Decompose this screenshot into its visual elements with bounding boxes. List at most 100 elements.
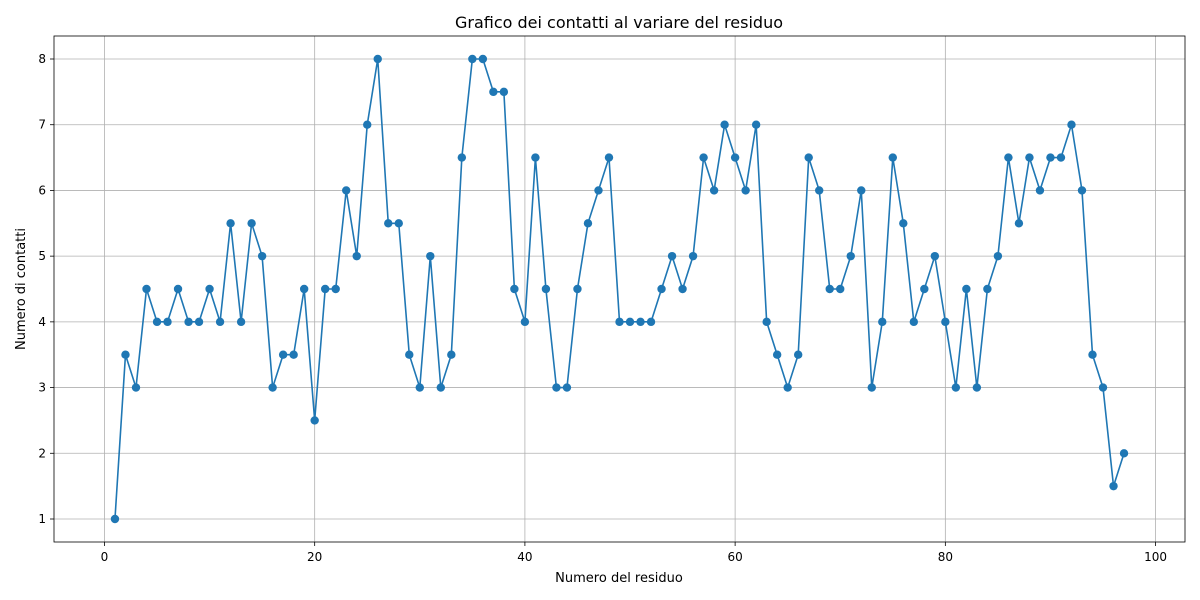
- data-point: [320, 284, 330, 294]
- data-point: [457, 153, 467, 162]
- data-point: [636, 317, 645, 327]
- data-point: [342, 186, 351, 195]
- data-point: [436, 383, 446, 392]
- data-point: [793, 350, 803, 359]
- data-point: [215, 317, 225, 327]
- data-point: [594, 186, 603, 195]
- data-point: [331, 284, 340, 294]
- data-point: [951, 383, 961, 392]
- x-tick-label: 20: [307, 550, 322, 564]
- data-point: [646, 317, 656, 327]
- chart-title: Grafico dei contatti al variare del resi…: [455, 13, 783, 32]
- y-tick-label: 1: [38, 512, 46, 526]
- data-point: [667, 251, 677, 261]
- data-point: [1014, 219, 1024, 228]
- data-point: [920, 284, 929, 294]
- data-point: [867, 383, 876, 392]
- data-point: [772, 350, 782, 359]
- data-point: [615, 317, 624, 327]
- data-point: [426, 251, 435, 261]
- data-point: [310, 416, 319, 425]
- y-tick-label: 2: [38, 446, 46, 460]
- y-tick-label: 7: [38, 118, 46, 132]
- data-point: [657, 284, 666, 294]
- data-point: [499, 87, 509, 97]
- data-point: [205, 284, 214, 294]
- data-point: [583, 219, 593, 228]
- data-point: [762, 317, 771, 327]
- y-tick-label: 6: [38, 183, 46, 197]
- data-point: [1025, 153, 1034, 162]
- data-point: [878, 317, 887, 327]
- y-tick-label: 4: [38, 315, 46, 329]
- plot-frame: [53, 35, 1186, 543]
- data-point: [352, 251, 361, 261]
- data-point: [541, 284, 551, 294]
- data-point: [1067, 120, 1076, 129]
- data-point: [1035, 186, 1045, 195]
- data-point: [1109, 481, 1118, 491]
- series-contatti: [110, 54, 1129, 524]
- data-point: [730, 153, 740, 162]
- data-point: [815, 186, 824, 195]
- data-point: [173, 284, 183, 294]
- y-tick-label: 8: [38, 52, 46, 66]
- data-point: [163, 317, 172, 327]
- data-point: [604, 153, 614, 162]
- data-point: [405, 350, 414, 359]
- data-point: [699, 153, 708, 162]
- data-point: [531, 153, 540, 162]
- data-point: [625, 317, 635, 327]
- data-point: [983, 284, 992, 294]
- data-point: [825, 284, 834, 294]
- data-point: [930, 251, 940, 261]
- data-point: [520, 317, 530, 327]
- data-point: [447, 350, 456, 359]
- data-point: [972, 383, 982, 392]
- y-tick-label: 5: [38, 249, 46, 263]
- x-axis-label: Numero del residuo: [555, 571, 683, 586]
- data-point: [888, 153, 897, 162]
- x-tick-label: 100: [1144, 550, 1167, 564]
- x-tick-label: 80: [938, 550, 953, 564]
- data-point: [709, 186, 719, 195]
- data-point: [1098, 383, 1108, 392]
- data-point: [720, 120, 729, 129]
- data-point: [1046, 153, 1055, 162]
- data-point: [962, 284, 971, 294]
- x-tick-label: 40: [517, 550, 532, 564]
- grid: [54, 36, 1185, 542]
- data-point: [1004, 153, 1013, 162]
- data-point: [384, 219, 393, 228]
- data-point: [846, 251, 855, 261]
- data-point: [121, 350, 130, 359]
- data-point: [678, 284, 687, 294]
- data-point: [909, 317, 919, 327]
- data-point: [688, 251, 698, 261]
- data-point: [857, 186, 866, 195]
- axis-ticks: 0 20 40 60 80 100 1 2 3 4 5 6 7 8: [38, 52, 1167, 564]
- data-point: [804, 153, 813, 162]
- data-point: [363, 120, 372, 129]
- data-point: [941, 317, 950, 327]
- data-point: [993, 251, 1003, 261]
- data-point: [1056, 153, 1066, 162]
- data-point: [268, 383, 277, 392]
- data-point: [194, 317, 204, 327]
- data-point: [184, 317, 193, 327]
- data-point: [899, 219, 908, 228]
- data-point: [152, 317, 162, 327]
- data-point: [142, 284, 151, 294]
- data-point: [257, 251, 267, 261]
- data-point: [741, 186, 750, 195]
- data-point: [783, 383, 792, 392]
- data-point: [131, 383, 141, 392]
- data-point: [836, 284, 845, 294]
- data-point: [1088, 350, 1097, 359]
- data-point: [562, 383, 572, 392]
- data-point: [510, 284, 519, 294]
- data-point: [1077, 186, 1087, 195]
- data-point: [278, 350, 288, 359]
- data-point: [373, 54, 382, 64]
